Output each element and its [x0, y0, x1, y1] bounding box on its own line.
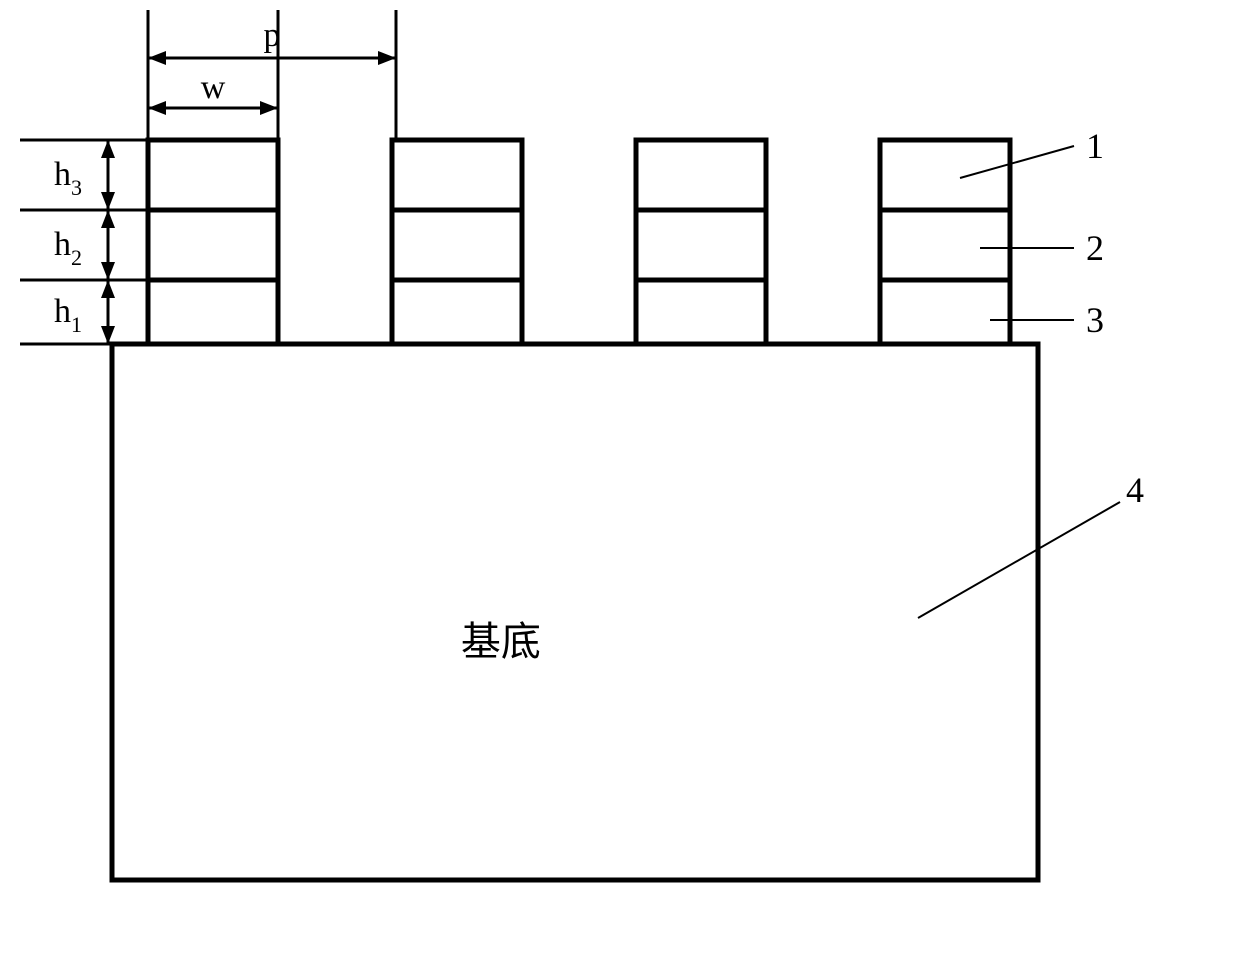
layer-3 [392, 140, 522, 210]
callout-label: 3 [1086, 300, 1104, 340]
layer-2 [636, 210, 766, 280]
dimension-h3: h3 [54, 140, 115, 210]
callout-3: 3 [990, 300, 1104, 340]
pillar [880, 140, 1010, 344]
layer-3 [880, 140, 1010, 210]
substrate: 基底 [112, 344, 1038, 880]
dimension-h3-label: h3 [54, 156, 82, 200]
substrate-label: 基底 [461, 619, 541, 664]
callout-1: 1 [960, 126, 1104, 178]
layer-1 [148, 280, 278, 344]
layer-3 [636, 140, 766, 210]
dimension-w: w [148, 69, 278, 115]
layer-2 [880, 210, 1010, 280]
dimension-h1-label: h1 [54, 293, 82, 337]
leader-line [960, 146, 1074, 178]
pillar [392, 140, 522, 344]
callout-label: 2 [1086, 228, 1104, 268]
callout-label: 1 [1086, 126, 1104, 166]
dimension-h2: h2 [54, 210, 115, 280]
callout-label: 4 [1126, 470, 1144, 510]
dimension-p-label: p [264, 17, 281, 54]
dimension-w-label: w [201, 69, 226, 106]
dimension-h1: h1 [54, 280, 115, 344]
callout-4: 4 [918, 470, 1144, 618]
layer-1 [392, 280, 522, 344]
layer-2 [148, 210, 278, 280]
callout-2: 2 [980, 228, 1104, 268]
dimension-h2-label: h2 [54, 226, 82, 270]
layer-2 [392, 210, 522, 280]
leader-line [918, 502, 1120, 618]
pillar [636, 140, 766, 344]
pillar [148, 140, 278, 344]
layer-3 [148, 140, 278, 210]
layer-1 [880, 280, 1010, 344]
dimension-p: p [148, 17, 396, 65]
layer-1 [636, 280, 766, 344]
